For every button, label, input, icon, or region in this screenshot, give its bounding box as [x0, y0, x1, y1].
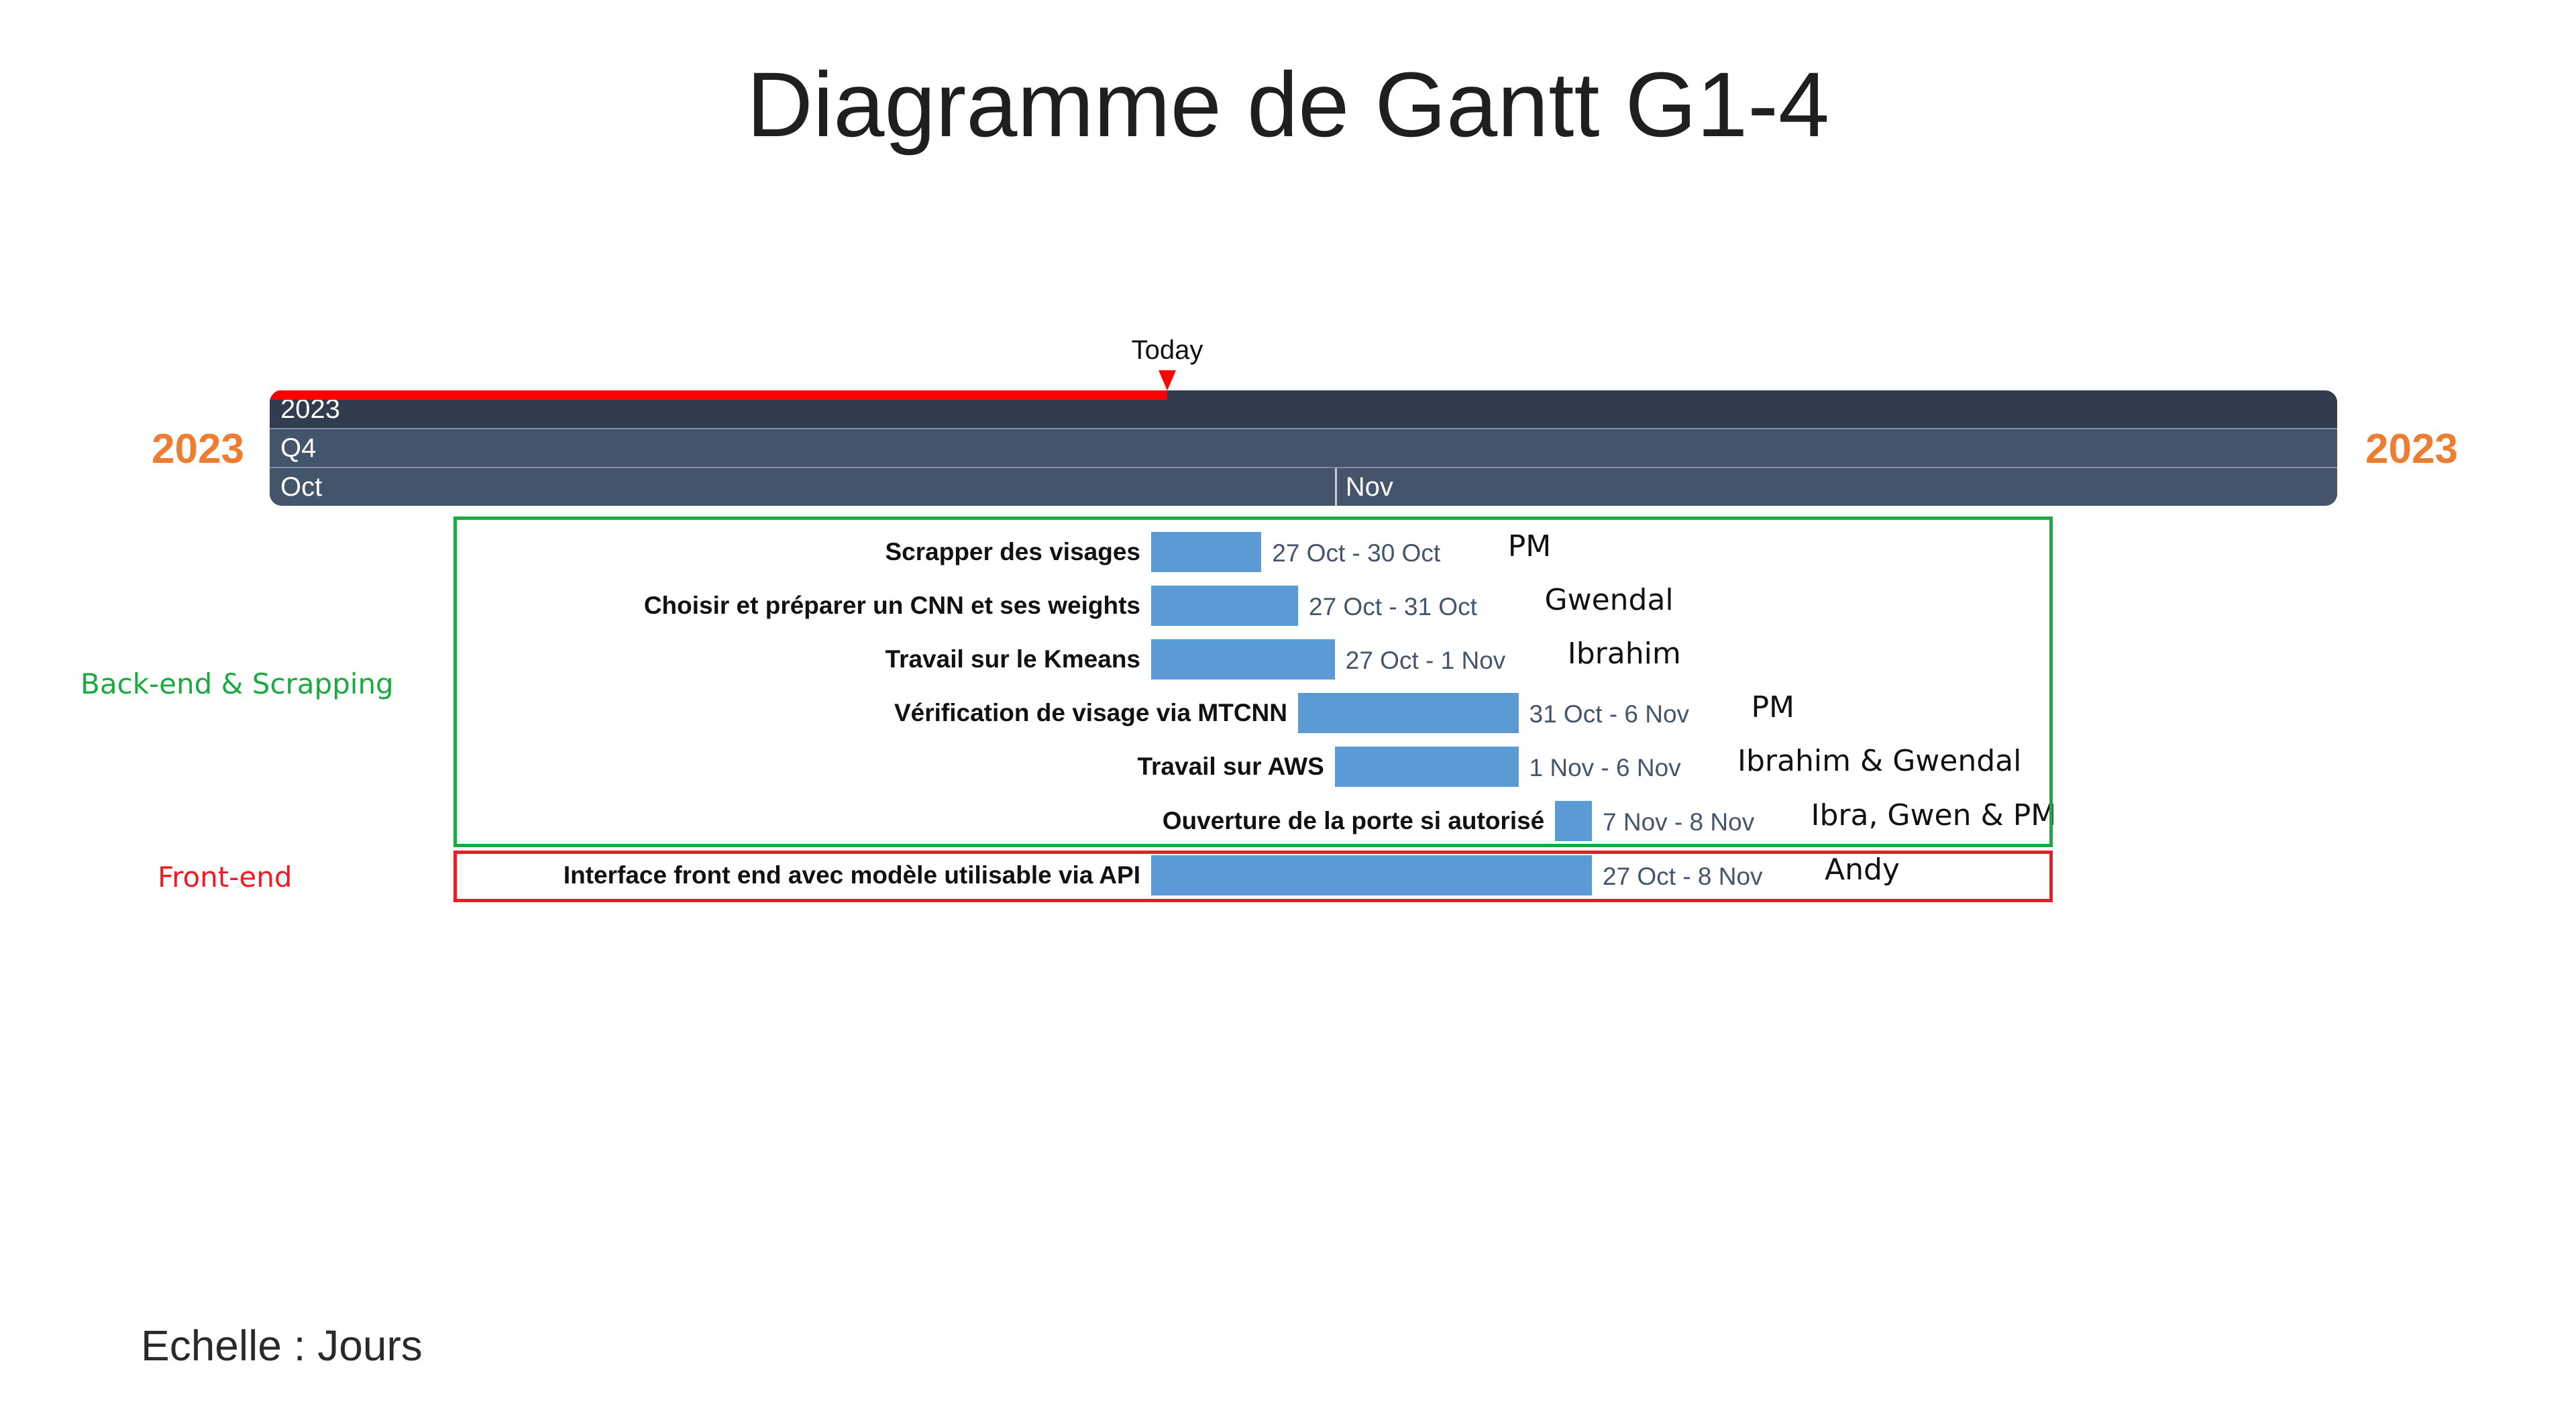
- timeline-month-label: Nov: [1345, 472, 1393, 502]
- group-box: [453, 516, 2053, 847]
- task-date-range: 27 Oct - 31 Oct: [1309, 593, 1477, 620]
- task-owner: PM: [1507, 529, 1552, 563]
- today-label: Today: [1131, 335, 1203, 365]
- task-date-range: 7 Nov - 8 Nov: [1603, 808, 1755, 836]
- task-date-range: 27 Oct - 30 Oct: [1272, 539, 1441, 567]
- task-owner: PM: [1751, 690, 1795, 724]
- task-label: Scrapper des visages: [885, 538, 1141, 565]
- task-owner: Ibrahim: [1567, 637, 1681, 671]
- task-date-range: 31 Oct - 6 Nov: [1529, 700, 1690, 728]
- task-bar[interactable]: [1151, 532, 1262, 572]
- task-bar[interactable]: [1334, 747, 1519, 787]
- task-date-range: 27 Oct - 1 Nov: [1345, 647, 1506, 674]
- timeline-quarter-label: Q4: [280, 433, 317, 463]
- task-label: Vérification de visage via MTCNN: [894, 699, 1287, 726]
- task-label: Interface front end avec modèle utilisab…: [563, 861, 1140, 889]
- task-owner: Ibrahim & Gwendal: [1737, 744, 2022, 778]
- task-label: Travail sur AWS: [1137, 753, 1324, 780]
- scale-note: Echelle : Jours: [141, 1321, 423, 1370]
- group-label: Back-end & Scrapping: [80, 667, 394, 700]
- task-owner: Ibra, Gwen & PM: [1811, 798, 2057, 832]
- task-date-range: 1 Nov - 6 Nov: [1529, 754, 1681, 781]
- timeline-quarter-band: Q4: [270, 429, 2337, 467]
- year-label-left: 2023: [152, 426, 244, 472]
- task-owner: Gwendal: [1544, 583, 1674, 617]
- task-label: Ouverture de la porte si autorisé: [1162, 807, 1545, 834]
- elapsed-time-bar: [271, 390, 1167, 400]
- task-bar[interactable]: [1151, 639, 1335, 679]
- group-box: [453, 851, 2053, 902]
- year-label-right: 2023: [2365, 426, 2458, 472]
- task-label: Choisir et préparer un CNN et ses weight…: [643, 592, 1140, 619]
- chart-title: Diagramme de Gantt G1-4: [746, 54, 1830, 156]
- task-bar[interactable]: [1555, 801, 1592, 841]
- task-bar[interactable]: [1151, 586, 1298, 626]
- timeline-separator: [270, 467, 2337, 468]
- timeline-separator: [270, 428, 2337, 429]
- today-marker-icon: [1159, 370, 1176, 390]
- task-bar[interactable]: [1298, 693, 1519, 733]
- group-label: Front-end: [158, 861, 292, 893]
- task-date-range: 27 Oct - 8 Nov: [1603, 863, 1763, 890]
- timeline-header: 2023 Q4 Oct Nov: [270, 390, 2337, 506]
- task-label: Travail sur le Kmeans: [885, 645, 1140, 673]
- task-bar[interactable]: [1151, 855, 1592, 895]
- month-divider: [1334, 468, 1337, 506]
- timeline-month-label: Oct: [280, 472, 323, 502]
- timeline-month-band: Oct Nov: [270, 468, 2337, 506]
- task-owner: Andy: [1825, 853, 1900, 887]
